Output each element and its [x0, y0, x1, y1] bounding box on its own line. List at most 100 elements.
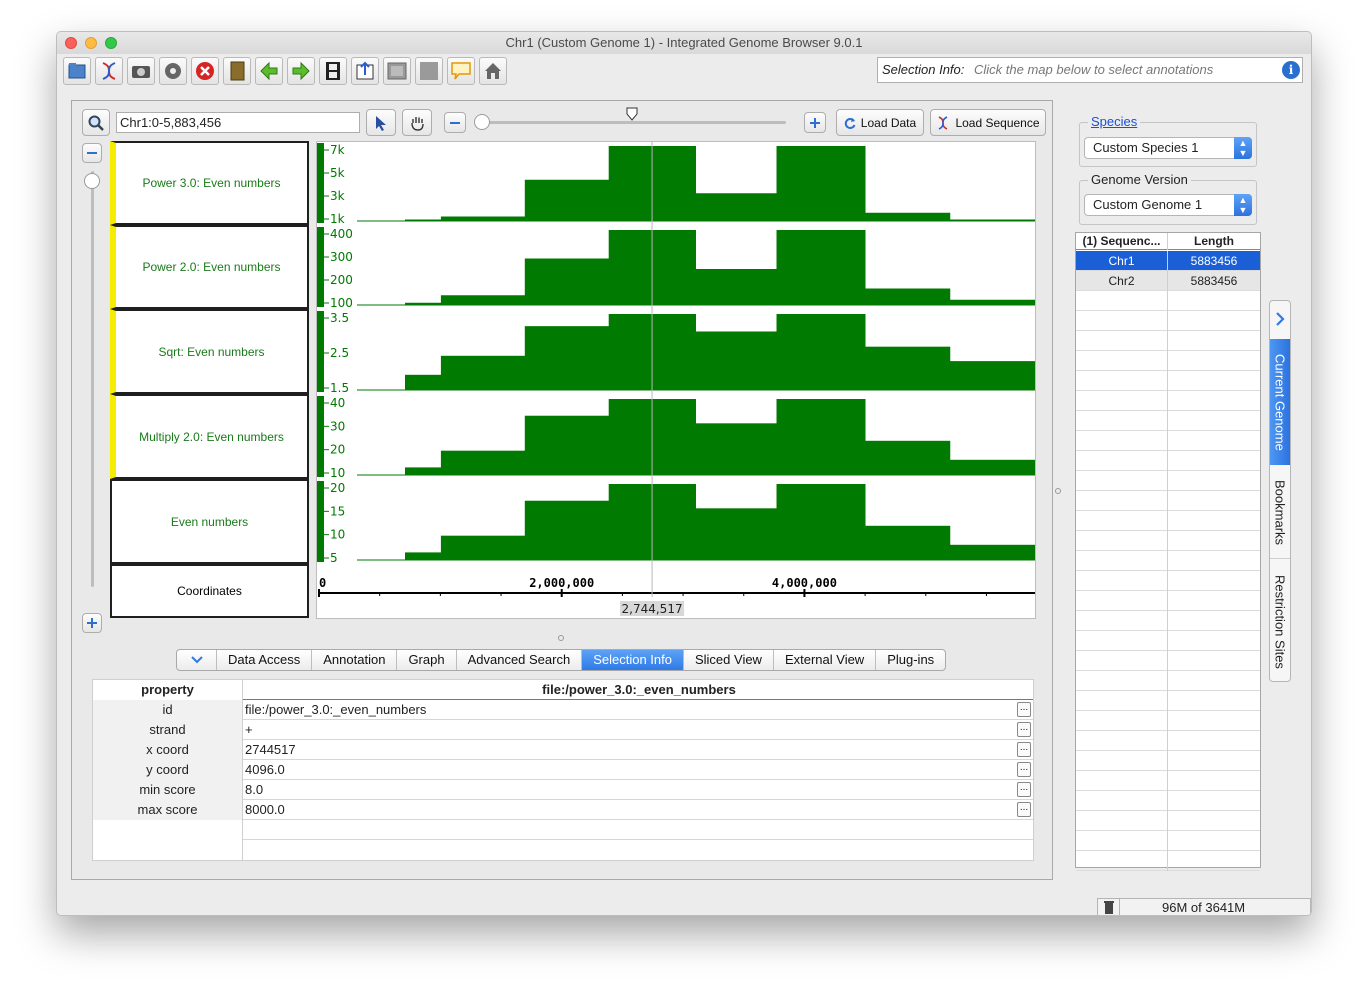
table-row[interactable]: y coord 4096.0...: [93, 760, 1033, 780]
tab-annotation[interactable]: Annotation: [312, 650, 398, 670]
zoom-out-horizontal-button[interactable]: [444, 112, 466, 133]
preferences-button[interactable]: [159, 57, 187, 85]
feedback-button[interactable]: [447, 57, 475, 85]
axis-tick-label: 3.5: [330, 311, 349, 325]
track-label-coordinates[interactable]: Coordinates: [110, 564, 309, 618]
genome-map[interactable]: Power 3.0: Even numbers Power 2.0: Even …: [82, 141, 1036, 633]
track-label-power2[interactable]: Power 2.0: Even numbers: [110, 225, 309, 309]
track-graphs[interactable]: 7k5k3k1k4003002001003.52.51.540302010201…: [316, 141, 1036, 619]
graph-bar: [405, 219, 442, 221]
expand-value-button[interactable]: ...: [1017, 702, 1031, 717]
expand-value-button[interactable]: ...: [1017, 782, 1031, 797]
length-column-header[interactable]: Length: [1194, 234, 1234, 248]
selection-info-field[interactable]: Selection Info: Click the map below to s…: [877, 57, 1303, 83]
maximize-window-button[interactable]: [105, 37, 117, 49]
graph-bar: [405, 302, 442, 305]
tab-restriction-sites[interactable]: Restriction Sites: [1272, 575, 1288, 669]
tab-current-genome[interactable]: Current Genome: [1270, 339, 1290, 465]
empty-cell: [1076, 771, 1168, 791]
track-label-even[interactable]: Even numbers: [110, 479, 309, 564]
table-row[interactable]: max score 8000.0...: [93, 800, 1033, 820]
track-label-power3[interactable]: Power 3.0: Even numbers: [110, 141, 309, 225]
expand-value-button[interactable]: ...: [1017, 722, 1031, 737]
load-data-button[interactable]: Load Data: [836, 109, 924, 136]
property-column-header[interactable]: property: [93, 680, 243, 700]
snapshot-button[interactable]: [127, 57, 155, 85]
species-link[interactable]: Species: [1088, 114, 1141, 129]
panel-button[interactable]: [383, 57, 411, 85]
zoom-in-vertical-button[interactable]: [82, 613, 102, 633]
zoom-out-vertical-button[interactable]: [82, 143, 102, 163]
info-icon[interactable]: i: [1282, 61, 1300, 79]
open-folder-icon: [68, 63, 86, 79]
tab-plug-ins[interactable]: Plug-ins: [887, 652, 935, 667]
tab-selection-info[interactable]: Selection Info: [582, 650, 684, 670]
sequence-row: [1076, 731, 1260, 751]
load-sequence-button[interactable]: Load Sequence: [930, 109, 1046, 136]
vertical-zoom-thumb[interactable]: [84, 173, 100, 189]
genome-version-select[interactable]: Custom Genome 1 ▲ ▼: [1084, 194, 1252, 216]
empty-cell: [1076, 511, 1168, 531]
close-window-button[interactable]: [65, 37, 77, 49]
graph-bar: [1028, 552, 1035, 560]
expand-value-button[interactable]: ...: [1017, 742, 1031, 757]
grid-button[interactable]: [415, 57, 443, 85]
property-key: x coord: [93, 740, 243, 760]
empty-cell: [1076, 751, 1168, 771]
export-button[interactable]: [351, 57, 379, 85]
notebook-button[interactable]: [223, 57, 251, 85]
tab-external-view[interactable]: External View: [774, 650, 877, 670]
garbage-collect-button[interactable]: [1098, 899, 1120, 915]
vertical-zoom-slider[interactable]: [84, 171, 100, 587]
tabs-menu-button[interactable]: [177, 650, 217, 670]
sequence-row: [1076, 811, 1260, 831]
expand-value-button[interactable]: ...: [1017, 802, 1031, 817]
expand-value-button[interactable]: ...: [1017, 762, 1031, 777]
zoom-search-button[interactable]: [82, 109, 110, 136]
zoom-in-horizontal-button[interactable]: [804, 112, 826, 133]
stop-button[interactable]: [191, 57, 219, 85]
empty-cell: [1076, 831, 1168, 851]
sequence-row: [1076, 451, 1260, 471]
tab-bookmarks[interactable]: Bookmarks: [1270, 467, 1290, 559]
axis-tick-label: 400: [330, 227, 353, 241]
sequence-row[interactable]: Chr2 5883456: [1076, 271, 1260, 291]
load-sequence-label: Load Sequence: [955, 115, 1040, 130]
open-file-button[interactable]: [63, 57, 91, 85]
sequence-row[interactable]: Chr1 5883456: [1076, 251, 1260, 271]
dna-button[interactable]: [95, 57, 123, 85]
location-input[interactable]: Chr1:0-5,883,456: [116, 112, 360, 133]
sequence-row: [1076, 831, 1260, 851]
track-label-multiply2[interactable]: Multiply 2.0: Even numbers: [110, 394, 309, 479]
table-row[interactable]: min score 8.0...: [93, 780, 1033, 800]
tab-data-access[interactable]: Data Access: [217, 650, 313, 670]
drag-mode-button[interactable]: [402, 109, 432, 136]
table-row[interactable]: x coord 2744517...: [93, 740, 1033, 760]
track-label-sqrt[interactable]: Sqrt: Even numbers: [110, 309, 309, 394]
minimize-window-button[interactable]: [85, 37, 97, 49]
sequence-row: [1076, 611, 1260, 631]
empty-cell: [1076, 551, 1168, 571]
select-arrows-icon: ▲ ▼: [1234, 194, 1252, 216]
side-split-handle[interactable]: [1055, 488, 1061, 494]
home-button[interactable]: [479, 57, 507, 85]
split-handle[interactable]: [558, 635, 564, 641]
movie-button[interactable]: [319, 57, 347, 85]
horizontal-zoom-slider[interactable]: [474, 114, 786, 130]
value-column-header[interactable]: file:/power_3.0:_even_numbers: [542, 682, 736, 697]
collapse-sidebar-button[interactable]: [1270, 301, 1290, 337]
back-button[interactable]: [255, 57, 283, 85]
genome-sidebar: Species Custom Species 1 ▲ ▼ Genome Versi…: [1071, 110, 1263, 880]
horizontal-zoom-thumb[interactable]: [474, 114, 490, 130]
tab-sliced-view[interactable]: Sliced View: [684, 650, 774, 670]
window-title: Chr1 (Custom Genome 1) - Integrated Geno…: [505, 35, 863, 50]
zoom-stripe-marker[interactable]: [626, 107, 638, 121]
sequence-column-header[interactable]: (1) Sequenc...: [1076, 233, 1168, 250]
tab-graph[interactable]: Graph: [397, 650, 457, 670]
select-mode-button[interactable]: [366, 109, 396, 136]
species-select[interactable]: Custom Species 1 ▲ ▼: [1084, 137, 1252, 159]
table-row[interactable]: id file:/power_3.0:_even_numbers...: [93, 700, 1033, 720]
forward-button[interactable]: [287, 57, 315, 85]
table-row[interactable]: strand +...: [93, 720, 1033, 740]
tab-advanced-search[interactable]: Advanced Search: [457, 650, 583, 670]
